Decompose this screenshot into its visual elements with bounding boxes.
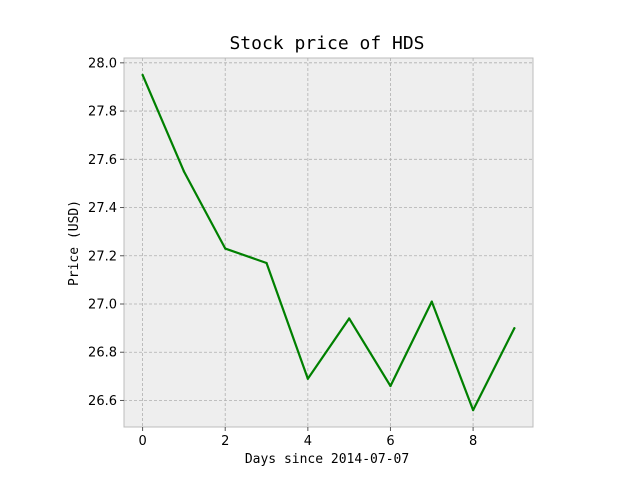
data-point [141, 73, 144, 76]
x-axis-ticks: 0 2 4 6 8 [138, 427, 477, 449]
series-line [141, 74, 516, 412]
plot-area [123, 57, 534, 428]
x-tick-label: 0 [138, 434, 146, 449]
x-axis-label: Days since 2014-07-07 [245, 452, 409, 467]
y-tick-label: 27.6 [88, 153, 117, 168]
series-group [141, 73, 516, 412]
data-point [306, 377, 309, 380]
x-tick-label: 2 [221, 434, 229, 449]
data-point [430, 300, 433, 303]
y-tick-label: 28.0 [88, 56, 117, 71]
y-tick-label: 27.4 [88, 201, 117, 216]
x-tick-label: 6 [386, 434, 394, 449]
data-point [389, 384, 392, 388]
data-point [182, 170, 186, 173]
data-point [265, 261, 268, 265]
data-point [471, 409, 475, 412]
chart-title: Stock price of HDS [229, 33, 424, 54]
x-tick-label: 8 [469, 434, 477, 449]
y-tick-label: 26.6 [88, 394, 117, 409]
data-point [224, 247, 227, 250]
data-point [348, 317, 351, 320]
y-tick-label: 27.2 [88, 249, 117, 264]
y-axis-label: Price (USD) [67, 200, 82, 286]
data-point [513, 327, 516, 330]
x-tick-label: 4 [304, 434, 312, 449]
y-tick-label: 27.0 [88, 298, 117, 313]
y-axis-ticks: 26.6 26.8 27.0 27.2 27.4 27.6 27.8 28.0 [88, 56, 124, 409]
y-tick-label: 26.8 [88, 346, 117, 361]
y-tick-label: 27.8 [88, 105, 117, 120]
grid [124, 58, 533, 427]
